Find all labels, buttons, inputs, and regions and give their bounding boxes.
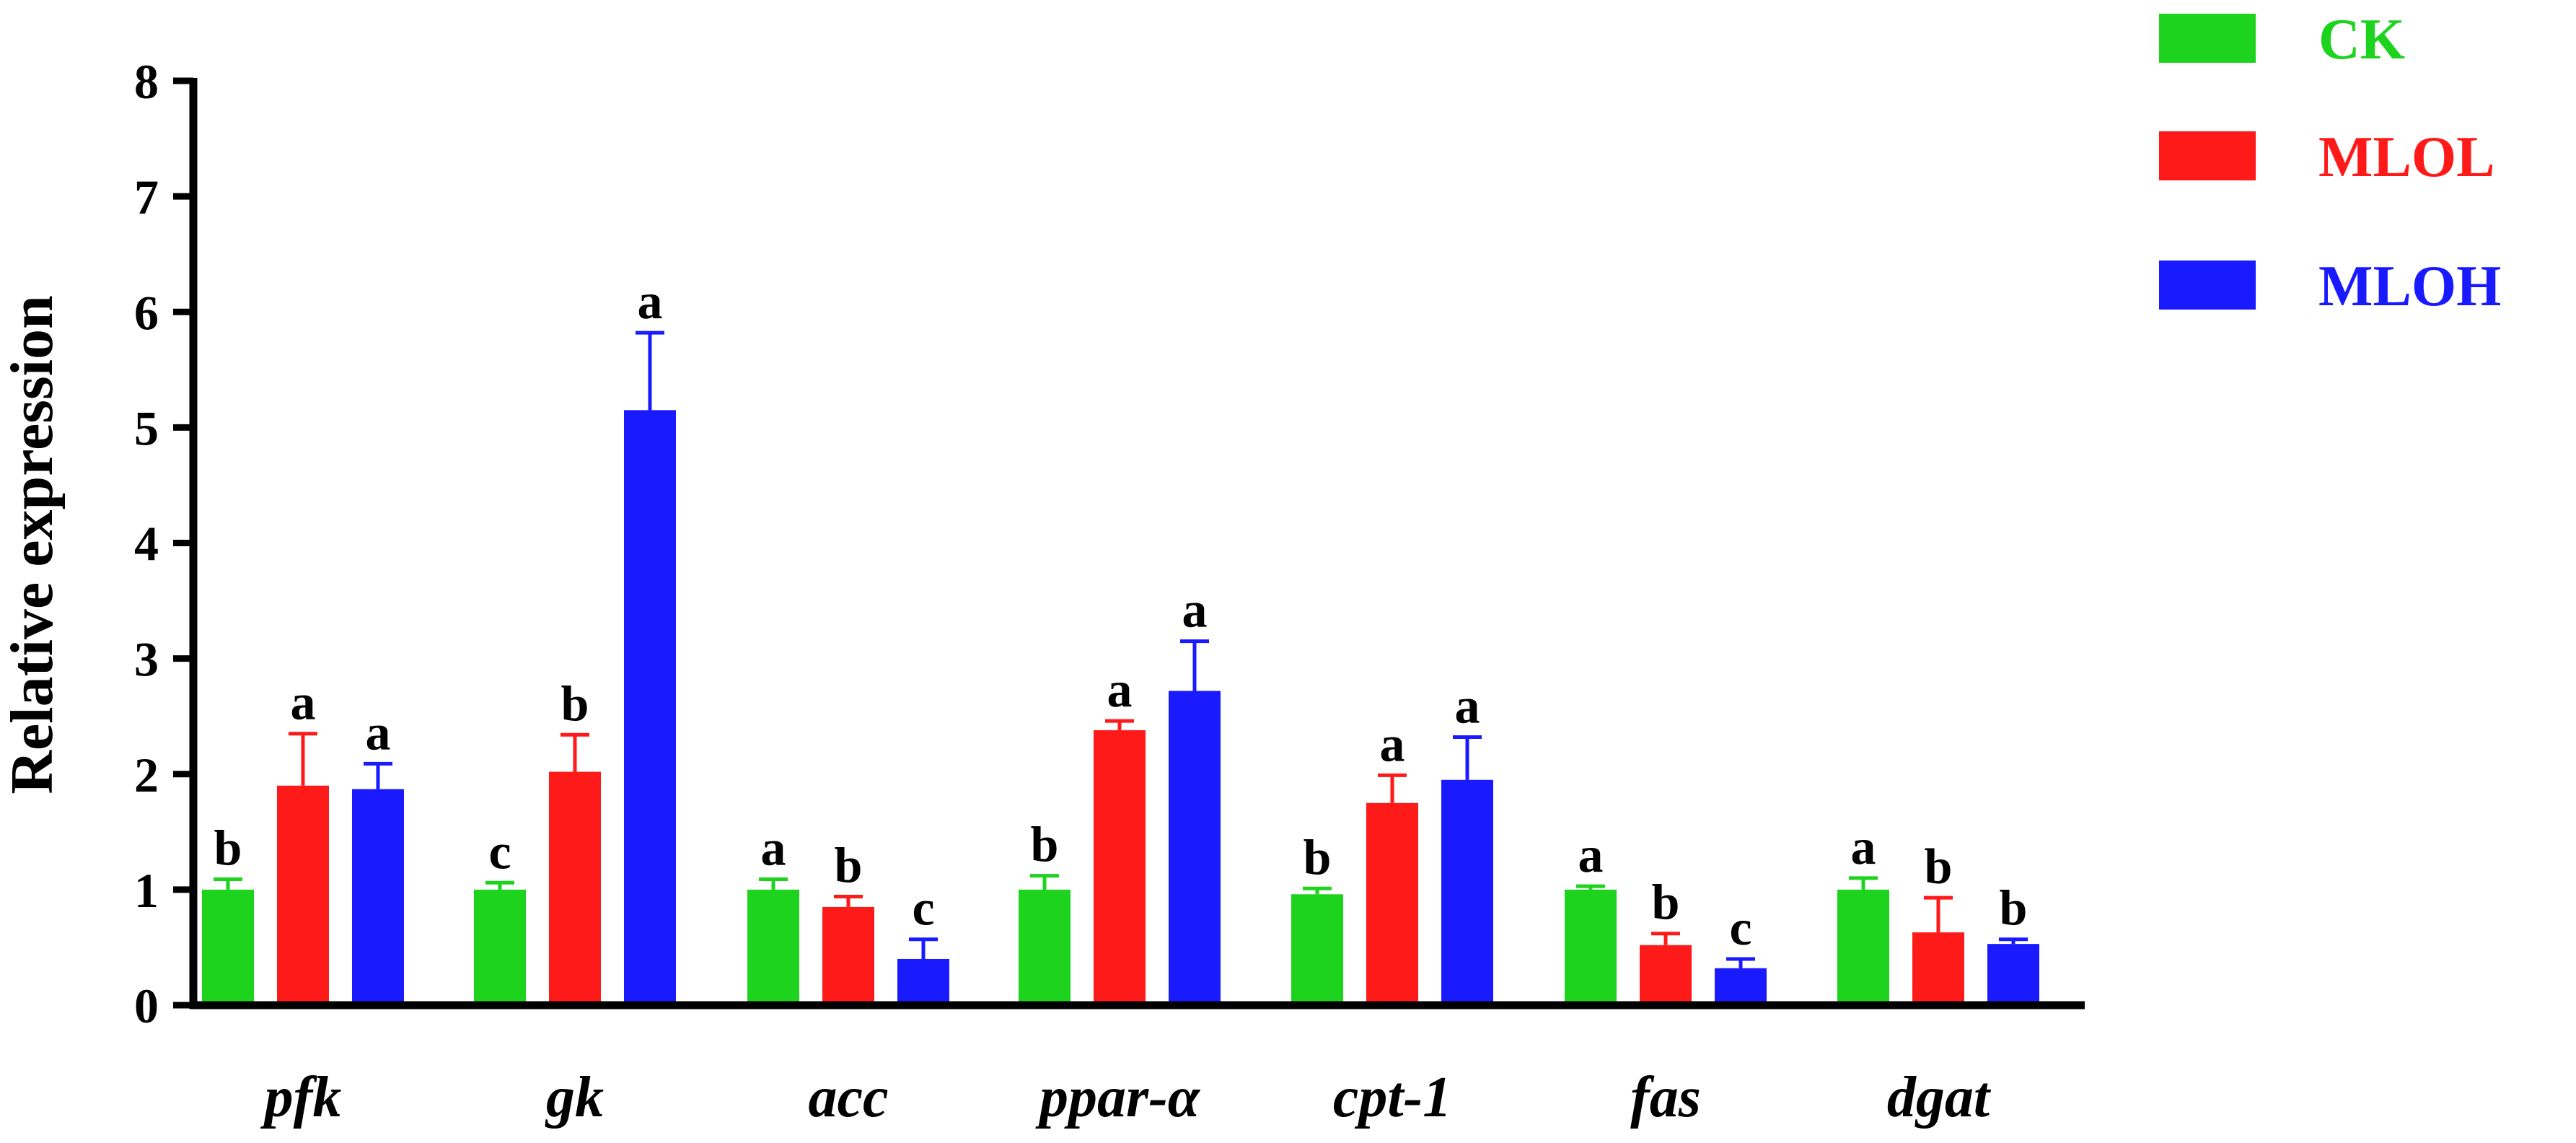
category-label-fas: fas xyxy=(1630,1066,1701,1129)
significance-label-CK-cpt-1: b xyxy=(1304,830,1332,885)
bar-MLOL-gk xyxy=(549,771,601,1005)
y-axis-ticks: 0 1 2 3 4 5 6 7 8 xyxy=(134,54,193,1033)
y-axis-label: Relative expression xyxy=(0,295,66,794)
category-label-cpt-1: cpt-1 xyxy=(1333,1066,1451,1129)
significance-label-CK-dgat: a xyxy=(1851,820,1876,875)
significance-label-MLOL-dgat: b xyxy=(1925,839,1953,895)
bar-MLOH-ppar-α xyxy=(1169,691,1221,1005)
significance-label-MLOH-pfk: a xyxy=(366,705,391,761)
bar-CK-acc xyxy=(747,889,799,1005)
bar-MLOL-dgat xyxy=(1912,932,1964,1005)
bar-MLOL-ppar-α xyxy=(1094,730,1146,1005)
significance-label-MLOL-ppar-α: a xyxy=(1107,662,1133,718)
significance-label-MLOH-cpt-1: a xyxy=(1455,679,1480,735)
bar-CK-gk xyxy=(474,889,526,1005)
y-tick-label-0: 0 xyxy=(134,978,159,1033)
bar-CK-pfk xyxy=(202,889,254,1005)
significance-label-MLOL-gk: b xyxy=(561,676,589,732)
bar-MLOL-acc xyxy=(822,906,874,1005)
y-tick-label-7: 7 xyxy=(134,170,159,224)
bar-MLOH-dgat xyxy=(1987,944,2039,1005)
y-tick-label-8: 8 xyxy=(134,54,159,109)
significance-label-MLOH-gk: a xyxy=(638,274,663,330)
legend-swatch-MLOL xyxy=(2159,131,2256,180)
significance-label-MLOL-fas: b xyxy=(1652,875,1680,931)
significance-label-MLOH-ppar-α: a xyxy=(1182,583,1208,639)
significance-label-MLOH-acc: c xyxy=(912,881,934,937)
bar-MLOH-pfk xyxy=(352,789,404,1005)
y-tick-label-4: 4 xyxy=(134,517,159,572)
legend-swatch-MLOH xyxy=(2159,260,2256,310)
bar-CK-ppar-α xyxy=(1019,889,1071,1005)
bar-CK-fas xyxy=(1565,889,1617,1005)
significance-label-MLOL-cpt-1: a xyxy=(1380,717,1405,772)
category-label-pfk: pfk xyxy=(260,1066,342,1129)
bar-MLOL-pfk xyxy=(277,785,329,1005)
y-tick-label-1: 1 xyxy=(134,863,159,918)
significance-label-CK-fas: a xyxy=(1578,828,1604,883)
legend: CK MLOL MLOH xyxy=(2159,8,2501,318)
bar-MLOH-acc xyxy=(897,958,949,1005)
y-tick-label-2: 2 xyxy=(134,748,159,802)
significance-label-CK-ppar-α: b xyxy=(1031,818,1059,873)
bar-MLOL-cpt-1 xyxy=(1366,802,1418,1005)
y-tick-label-3: 3 xyxy=(134,632,159,687)
bar-MLOL-fas xyxy=(1640,945,1692,1005)
category-label-ppar-α: ppar-α xyxy=(1035,1066,1201,1129)
legend-label-MLOL: MLOL xyxy=(2318,126,2494,189)
significance-label-MLOL-pfk: a xyxy=(291,675,316,731)
significance-label-MLOH-dgat: b xyxy=(2000,881,2028,937)
axes xyxy=(189,78,2085,1010)
legend-label-MLOH: MLOH xyxy=(2318,255,2501,318)
y-tick-label-5: 5 xyxy=(134,400,159,455)
significance-label-CK-acc: a xyxy=(761,820,786,876)
legend-swatch-CK xyxy=(2159,14,2256,63)
significance-label-CK-gk: c xyxy=(488,824,511,880)
significance-label-MLOL-acc: b xyxy=(835,838,863,893)
significance-label-CK-pfk: b xyxy=(214,820,242,876)
bar-CK-dgat xyxy=(1837,889,1889,1005)
bar-MLOH-cpt-1 xyxy=(1441,779,1493,1005)
category-label-gk: gk xyxy=(545,1066,604,1129)
bar-MLOH-gk xyxy=(624,410,676,1005)
category-label-dgat: dgat xyxy=(1887,1066,1992,1129)
category-label-acc: acc xyxy=(808,1066,888,1129)
bar-MLOH-fas xyxy=(1715,968,1767,1005)
legend-label-CK: CK xyxy=(2318,8,2405,71)
bar-CK-cpt-1 xyxy=(1291,894,1343,1005)
category-labels: pfk gk acc ppar-α cpt-1 fas dgat xyxy=(260,1066,1992,1129)
y-tick-label-6: 6 xyxy=(134,285,159,340)
significance-label-MLOH-fas: c xyxy=(1729,901,1751,956)
